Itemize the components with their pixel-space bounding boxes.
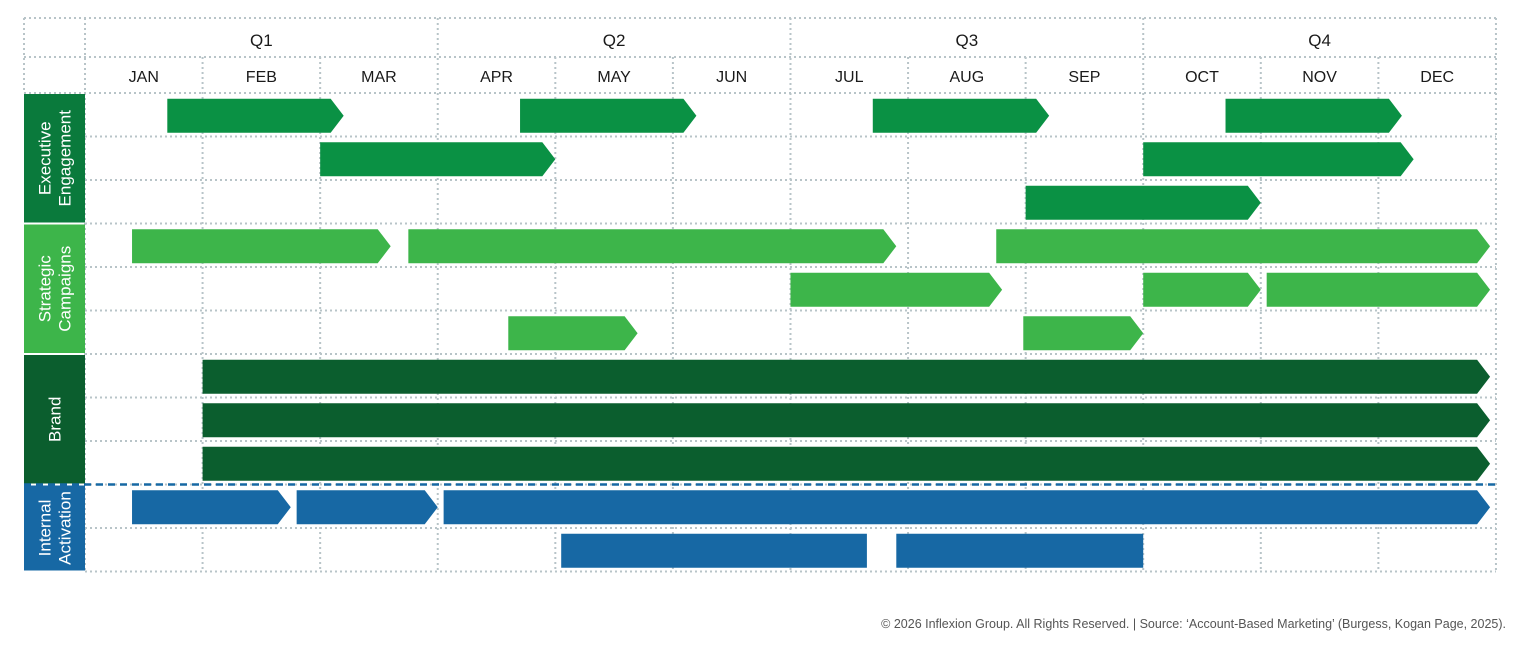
category-labels: Executive Engagement Strategic Campaigns Bra… <box>24 94 85 571</box>
grid-lines <box>23 17 1497 573</box>
month-label: OCT <box>1185 69 1219 86</box>
category-block-strategic <box>24 224 85 353</box>
month-label: JUL <box>835 69 864 86</box>
activity-bar-strategic <box>1266 272 1491 307</box>
quarter-label: Q3 <box>956 31 979 50</box>
activity-bar-executive <box>1225 98 1402 133</box>
timeline-header: Q1 Q2 Q3 Q4 JAN FEB MAR APR MAY JUN JUL AUG SEP OCT NO… <box>129 31 1454 86</box>
category-label-internal: Activation <box>56 491 75 565</box>
month-label: DEC <box>1420 69 1454 86</box>
copyright-footer: © 2026 Inflexion Group. All Rights Reser… <box>881 617 1506 631</box>
activity-bar-brand <box>202 446 1491 481</box>
category-label-internal: Internal <box>36 500 55 557</box>
category-label-strategic: Campaigns <box>56 246 75 332</box>
activity-bar-internal <box>561 533 867 568</box>
month-label: SEP <box>1068 69 1100 86</box>
month-label: JAN <box>129 69 159 86</box>
category-block-internal <box>24 485 85 571</box>
activity-bar-strategic <box>132 229 391 264</box>
category-block-brand <box>24 355 85 484</box>
activity-bars <box>132 98 1491 568</box>
activity-bar-internal <box>443 490 1491 525</box>
activity-bar-strategic <box>1143 272 1261 307</box>
activity-bar-strategic <box>508 316 638 351</box>
month-label: FEB <box>246 69 277 86</box>
activity-bar-brand <box>202 359 1491 394</box>
month-label: AUG <box>950 69 985 86</box>
month-label: MAR <box>361 69 397 86</box>
activity-bar-executive <box>1025 185 1261 220</box>
activity-bar-strategic <box>408 229 897 264</box>
activity-bar-executive <box>1143 142 1414 177</box>
quarter-label: Q4 <box>1308 31 1331 50</box>
category-label-strategic: Strategic <box>36 255 55 323</box>
activity-bar-strategic <box>1023 316 1144 351</box>
month-label: NOV <box>1302 69 1337 86</box>
month-label: MAY <box>597 69 631 86</box>
activity-bar-strategic <box>996 229 1491 264</box>
activity-bar-executive <box>872 98 1050 133</box>
category-label-executive: Executive <box>36 121 55 195</box>
activity-bar-brand <box>202 403 1491 438</box>
quarter-label: Q2 <box>603 31 626 50</box>
category-block-executive <box>24 94 85 223</box>
category-label-executive: Engagement <box>56 110 75 207</box>
month-label: JUN <box>716 69 747 86</box>
activity-bar-strategic <box>790 272 1003 307</box>
activity-bar-executive <box>320 142 556 177</box>
month-label: APR <box>480 69 513 86</box>
activity-bar-internal <box>896 533 1144 568</box>
activity-bar-executive <box>520 98 697 133</box>
category-label-brand: Brand <box>46 397 65 442</box>
activity-bar-executive <box>167 98 344 133</box>
activity-bar-internal <box>132 490 291 525</box>
quarter-label: Q1 <box>250 31 273 50</box>
activity-bar-internal <box>296 490 438 525</box>
